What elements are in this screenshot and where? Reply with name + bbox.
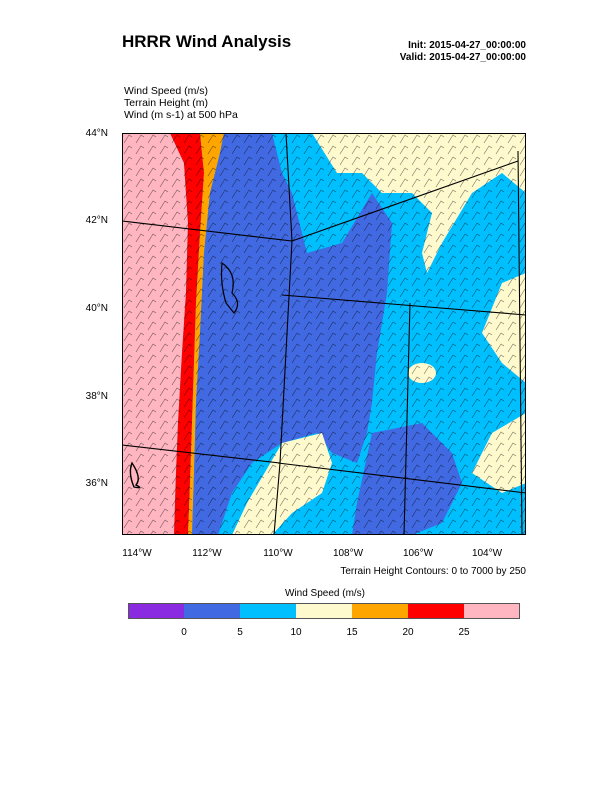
colorbar-label-0: 0 [181,627,187,638]
colorbar-label-10: 10 [290,627,302,638]
colorbar-swatch [408,603,465,619]
wind-map [122,133,526,535]
lon-label-112: 112°W [192,548,222,559]
page-title: HRRR Wind Analysis [122,32,292,51]
lon-label-108: 108°W [332,548,364,559]
colorbar-label-25: 25 [458,627,470,638]
init-time: Init: 2015-04-27_00:00:00 [408,40,526,51]
lon-label-104: 104°W [471,548,503,559]
colorbar-swatch [184,603,241,619]
variable-terrain-height: Terrain Height (m) [124,97,209,109]
wind-barbs [122,133,526,535]
contour-note: Terrain Height Contours: 0 to 7000 by 25… [340,566,526,577]
variable-wind-speed: Wind Speed (m/s) [124,85,209,97]
colorbar-label-15: 15 [346,627,358,638]
colorbar-title: Wind Speed (m/s) [284,588,366,599]
colorbar-label-5: 5 [237,627,243,638]
lat-label-42: 42°N [85,215,108,226]
lon-label-106: 106°W [402,548,434,559]
colorbar-swatch [128,603,185,619]
lake-mead [129,461,141,489]
lon-label-110: 110°W [263,548,293,559]
colorbar [128,603,520,619]
lat-label-38: 38°N [85,391,108,402]
lat-label-44: 44°N [85,128,108,139]
lat-label-40: 40°N [85,303,108,314]
colorbar-swatch [240,603,297,619]
colorbar-frame [128,603,520,619]
lon-label-114: 114°W [122,548,152,559]
great-salt-lake [220,261,239,314]
state-boundaries [122,133,526,535]
lat-label-36: 36°N [85,478,108,489]
colorbar-label-20: 20 [402,627,414,638]
valid-time: Valid: 2015-04-27_00:00:00 [399,52,526,63]
colorbar-swatch [296,603,353,619]
variable-wind-level: Wind (m s-1) at 500 hPa [124,109,238,121]
map-frame [122,133,526,535]
colorbar-swatch [464,603,520,619]
colorbar-swatch [352,603,409,619]
